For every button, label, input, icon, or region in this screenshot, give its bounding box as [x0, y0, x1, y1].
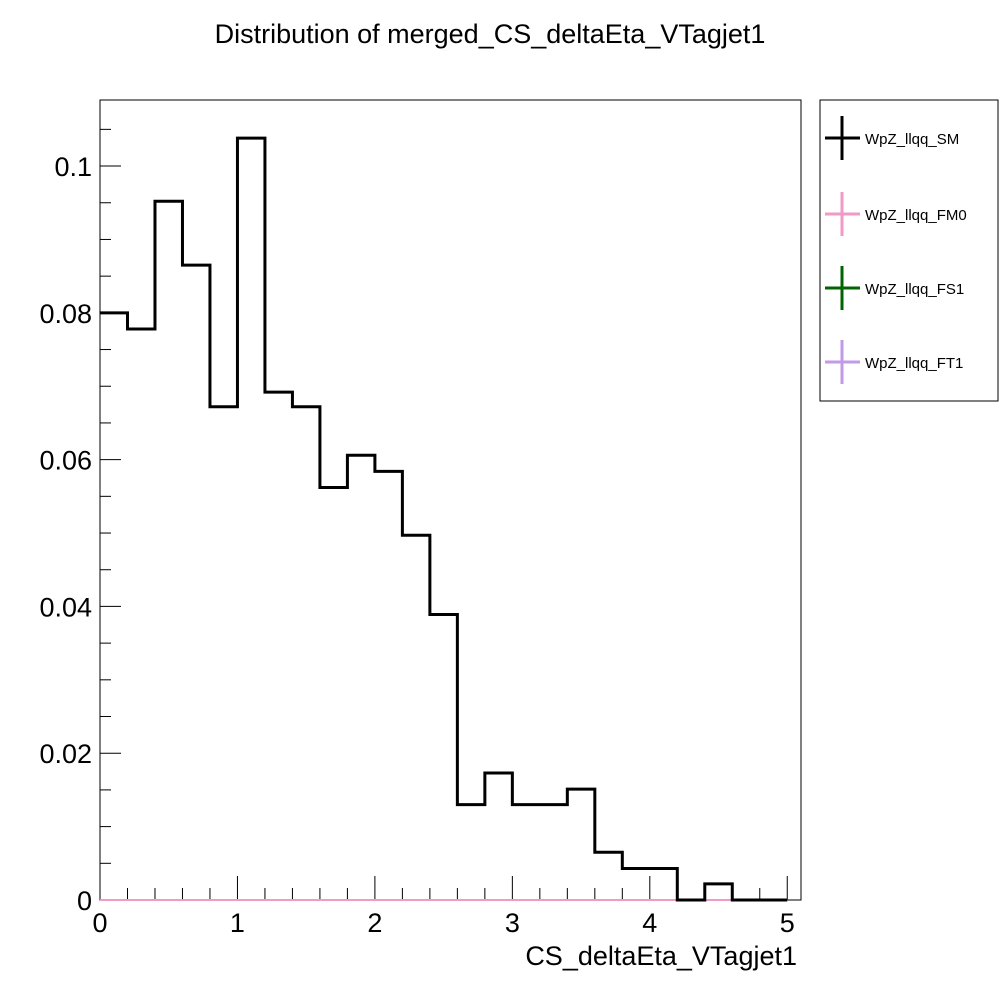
histogram-bin: [457, 803, 484, 807]
histogram-bin: [210, 898, 237, 902]
histogram-bin: [567, 898, 594, 902]
histogram-bin: [457, 898, 484, 902]
histogram-bin: [402, 533, 429, 537]
histogram-bin: [540, 898, 567, 902]
histogram-bin: [210, 405, 237, 409]
y-axis: 0 0.02 0.04 0.06 0.08 0.1: [39, 128, 121, 916]
histogram-bin: [347, 453, 374, 457]
histogram-bin: [512, 898, 539, 902]
histogram-bin: [100, 311, 127, 315]
legend-entry: WpZ_llqq_FT1: [825, 340, 963, 384]
x-tick-label: 4: [642, 908, 657, 938]
histogram-bin: [347, 898, 374, 902]
histogram-bin: [237, 898, 264, 902]
histogram-bin: [595, 850, 622, 854]
x-tick-label: 1: [230, 908, 245, 938]
histogram-bin: [485, 898, 512, 902]
histogram-bin: [485, 771, 512, 775]
x-axis-title: CS_deltaEta_VTagjet1: [525, 941, 797, 971]
histogram-bin: [375, 898, 402, 902]
histogram-bin: [375, 469, 402, 473]
histogram-bin: [705, 898, 732, 902]
histogram-bin: [155, 199, 182, 203]
histogram-bin: [650, 898, 677, 902]
histogram-bin: [677, 898, 704, 902]
histogram-bin: [292, 898, 319, 902]
histogram-bin: [265, 390, 292, 394]
histogram-bin: [320, 898, 347, 902]
x-tick-label: 2: [367, 908, 382, 938]
histogram-bin: [265, 898, 292, 902]
legend: WpZ_llqq_SM WpZ_llqq_FM0 WpZ_llqq_FS1 WpZ_l…: [819, 99, 999, 402]
chart-title: Distribution of merged_CS_deltaEta_VTagj…: [215, 19, 766, 49]
histogram-bin: [100, 898, 127, 902]
legend-entry: WpZ_llqq_FM0: [825, 192, 967, 236]
histogram-bin: [127, 898, 154, 902]
histogram-bin: [567, 787, 594, 791]
legend-label: WpZ_llqq_SM: [865, 131, 959, 148]
histogram-bin: [292, 405, 319, 409]
y-tick-label: 0: [77, 886, 92, 916]
histogram-bin: [182, 898, 209, 902]
x-tick-label: 0: [92, 908, 107, 938]
x-tick-label: 3: [505, 908, 520, 938]
y-tick-label: 0.08: [39, 299, 92, 329]
y-tick-label: 0.1: [54, 152, 92, 182]
histogram-bin: [320, 486, 347, 490]
series-WpZ_llqq_SM: [100, 136, 788, 902]
histogram-bin: [705, 882, 732, 886]
histogram-bin: [402, 898, 429, 902]
legend-entry: WpZ_llqq_FS1: [825, 266, 964, 310]
histogram-bin: [155, 898, 182, 902]
x-tick-label: 5: [780, 908, 795, 938]
histogram-bin: [622, 898, 649, 902]
histogram-bin: [622, 866, 649, 870]
y-tick-label: 0.06: [39, 446, 92, 476]
x-axis: 0 1 2 3 4 5: [92, 876, 795, 938]
legend-label: WpZ_llqq_FS1: [865, 281, 964, 298]
series-WpZ_llqq_FM0: [100, 898, 788, 902]
legend-box: [819, 99, 999, 402]
histogram-bin: [127, 327, 154, 331]
y-tick-label: 0.02: [39, 739, 92, 769]
histogram-bin: [760, 898, 787, 902]
histogram-bin: [732, 898, 759, 902]
histogram-bin: [512, 803, 539, 807]
histogram-bin: [430, 612, 457, 616]
histogram-bin: [595, 898, 622, 902]
histogram-line: [100, 136, 788, 902]
histogram-bin: [430, 898, 457, 902]
histogram-bin: [237, 136, 264, 140]
histogram-bin: [650, 866, 677, 870]
legend-entry: WpZ_llqq_SM: [825, 116, 959, 160]
legend-label: WpZ_llqq_FM0: [865, 207, 967, 224]
histogram-bin: [182, 263, 209, 267]
y-tick-label: 0.04: [39, 592, 92, 622]
histogram-bin: [540, 803, 567, 807]
histogram-series: [100, 136, 788, 902]
legend-label: WpZ_llqq_FT1: [865, 355, 963, 372]
